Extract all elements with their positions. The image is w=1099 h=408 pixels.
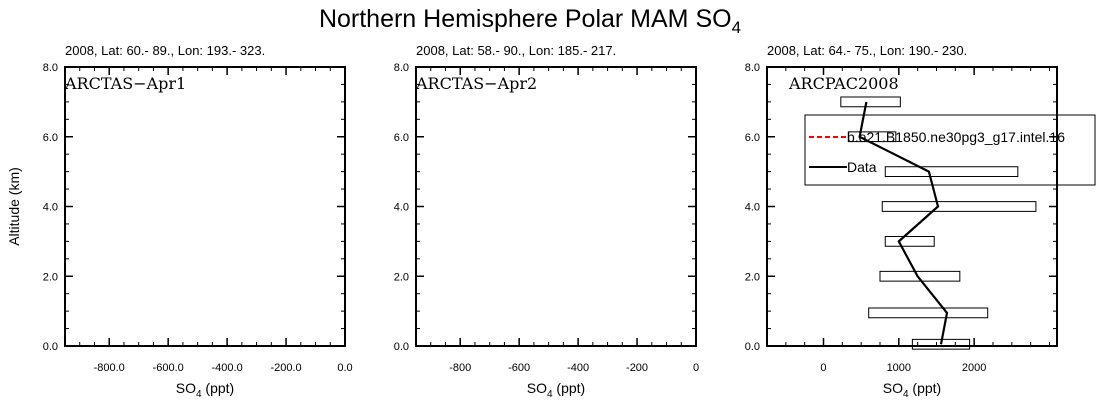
chart-1-ytick-label-4: 8.0 <box>43 62 58 74</box>
chart-2-xlabel-main: SO <box>527 380 547 396</box>
chart-2-campaign-label: ARCTAS−Apr2 <box>415 74 537 93</box>
chart-1-panel: 0.0 2.0 4.0 6.0 8.0 -800.0 -600.0 -400.0 -200.0 0… <box>6 43 353 400</box>
chart-2-xtick-label-4: 0 <box>693 362 699 374</box>
chart-1-ylabel: Altitude (km) <box>6 167 22 246</box>
chart-3-range-box-4 <box>881 201 1037 212</box>
chart-3-panel: 0.0 2.0 4.0 6.0 8.0 0 1000 2000 2008, Lat: 64.- … <box>745 43 1096 400</box>
chart-3-range-box-6 <box>847 131 897 143</box>
chart-3-ytick-label-4: 8.0 <box>745 62 760 74</box>
chart-3-xlabel-main: SO <box>883 380 903 396</box>
chart-3-series-line-0 <box>858 101 949 345</box>
chart-1-campaign-label: ARCTAS−Apr1 <box>64 74 186 93</box>
chart-2-xtick-label-2: -400 <box>567 362 589 374</box>
chart-1-ytick-label-0: 0.0 <box>43 341 58 353</box>
chart-2-xtick-label-0: -800 <box>449 362 471 374</box>
chart-1-xtick-label-0: -800.0 <box>94 362 125 374</box>
chart-3-campaign-label: ARCPAC2008 <box>788 74 899 93</box>
chart-3-xlabel: SO4 (ppt) <box>883 380 941 400</box>
chart-2-xlabel: SO4 (ppt) <box>527 380 585 400</box>
chart-3-range-box-3 <box>884 235 935 247</box>
panels: 0.0 2.0 4.0 6.0 8.0 -800.0 -600.0 -400.0 -200.0 0… <box>6 43 1096 400</box>
chart-1-xlabel: SO4 (ppt) <box>176 380 234 400</box>
chart-3-range-box-5 <box>884 166 1019 178</box>
chart-3-ytick-label-3: 6.0 <box>745 132 760 144</box>
chart-3-legend-label-1: Data <box>847 159 877 175</box>
chart-1-xtick-label-4: 0.0 <box>337 362 352 374</box>
chart-2-ytick-label-1: 2.0 <box>394 271 409 283</box>
chart-2-frame <box>415 66 697 347</box>
chart-1-ytick-label-1: 2.0 <box>43 271 58 283</box>
chart-2-panel: 0.0 2.0 4.0 6.0 8.0 -800 -600 -400 -200 0 2008, La… <box>394 43 699 400</box>
chart-3-xtick-label-1: 1000 <box>887 362 911 374</box>
chart-3-subtitle: 2008, Lat: 64.- 75., Lon: 190.- 230. <box>767 43 967 58</box>
chart-3-range-box-2 <box>879 270 961 282</box>
chart-1-xtick-label-1: -600.0 <box>153 362 184 374</box>
chart-2-ytick-label-3: 6.0 <box>394 132 409 144</box>
figure-title-main: Northern Hemisphere Polar MAM SO <box>319 5 732 33</box>
chart-1-frame <box>64 66 346 347</box>
chart-3-ytick-label-1: 2.0 <box>745 271 760 283</box>
figure-title: Northern Hemisphere Polar MAM SO4 <box>319 5 741 37</box>
chart-1-xlabel-main: SO <box>176 380 196 396</box>
chart-3-range-box-7 <box>840 96 901 108</box>
chart-3-legend-label-0: b.e21.B1850.ne30pg3_g17.intel.16 <box>847 129 1065 145</box>
chart-3-xlabel-unit: (ppt) <box>909 380 942 396</box>
chart-2-ytick-label-0: 0.0 <box>394 341 409 353</box>
chart-2-xtick-label-3: -200 <box>626 362 648 374</box>
chart-2-xlabel-subscript: 4 <box>547 389 553 400</box>
chart-1-xtick-label-3: -200.0 <box>270 362 301 374</box>
chart-2-ytick-label-2: 4.0 <box>394 202 409 214</box>
chart-3-ytick-label-2: 4.0 <box>745 202 760 214</box>
chart-3-ytick-label-0: 0.0 <box>745 341 760 353</box>
chart-1-subtitle: 2008, Lat: 60.- 89., Lon: 193.- 323. <box>65 43 265 58</box>
chart-3-legend-box <box>804 114 1096 186</box>
chart-2-ytick-label-4: 8.0 <box>394 62 409 74</box>
chart-3-range-box-1 <box>868 307 989 319</box>
chart-2-subtitle: 2008, Lat: 58.- 90., Lon: 185.- 217. <box>416 43 616 58</box>
chart-1-xlabel-subscript: 4 <box>196 389 202 400</box>
chart-1-ytick-label-3: 6.0 <box>43 132 58 144</box>
chart-3-xlabel-subscript: 4 <box>903 389 909 400</box>
chart-1-xtick-label-2: -400.0 <box>212 362 243 374</box>
chart-1-xlabel-unit: (ppt) <box>202 380 235 396</box>
chart-1-ytick-label-2: 4.0 <box>43 202 58 214</box>
chart-2-xlabel-unit: (ppt) <box>553 380 586 396</box>
chart-3-xtick-label-0: 0 <box>820 362 826 374</box>
figure-title-subscript: 4 <box>732 18 741 37</box>
chart-2-xtick-label-1: -600 <box>508 362 530 374</box>
chart-3-xtick-label-2: 2000 <box>962 362 986 374</box>
chart-3-frame <box>766 66 1058 347</box>
